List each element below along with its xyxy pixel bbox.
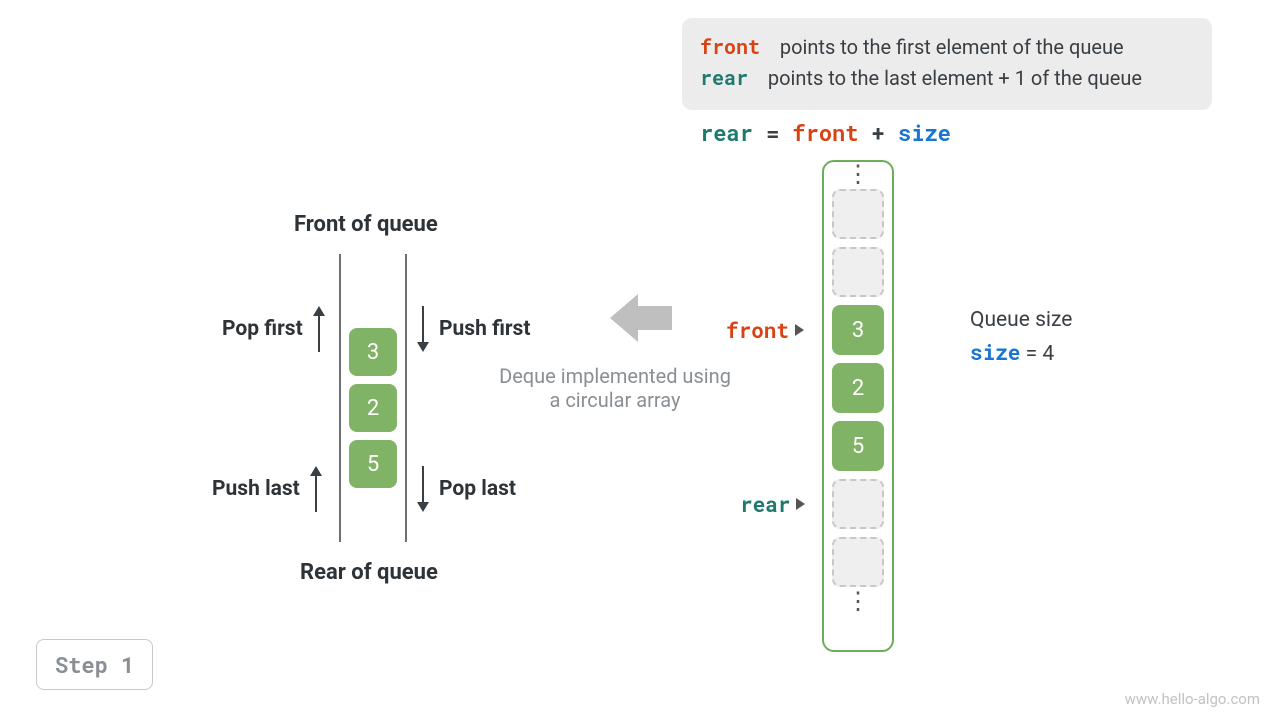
formula-front: front [792, 118, 858, 147]
op-push-last-text: Push last [212, 477, 300, 501]
arrow-down-icon [417, 466, 429, 512]
pointer-arrow-icon [796, 498, 805, 510]
array-slot-empty [832, 189, 884, 239]
circular-array: ⋮ 3 2 5 ⋮ [822, 160, 894, 652]
op-push-last: Push last [212, 466, 322, 512]
step-badge: Step 1 [36, 639, 153, 690]
diagram-subtitle: Deque implemented using a circular array [480, 364, 750, 412]
op-pop-first: Pop first [222, 306, 325, 352]
array-slot-empty [832, 247, 884, 297]
info-box: front points to the first element of the… [682, 18, 1212, 110]
array-slot: 5 [832, 421, 884, 471]
queue-size: Queue size size = 4 [970, 308, 1072, 366]
size-val: 4 [1042, 342, 1054, 366]
rear-of-queue-label: Rear of queue [300, 560, 438, 585]
deque-cell: 2 [349, 384, 397, 432]
vdots-icon: ⋮ [846, 168, 870, 181]
formula-rear: rear [700, 118, 753, 147]
op-push-first: Push first [417, 306, 530, 352]
front-pointer: front [726, 316, 804, 344]
array-slot: 3 [832, 305, 884, 355]
subtitle-line1: Deque implemented using [480, 364, 750, 388]
rear-pointer: rear [740, 490, 805, 518]
arrow-down-icon [417, 306, 429, 352]
op-push-first-text: Push first [439, 317, 530, 341]
array-slot-empty [832, 479, 884, 529]
formula-size: size [898, 118, 951, 147]
op-pop-last: Pop last [417, 466, 516, 512]
front-pointer-text: front [726, 316, 789, 344]
size-eq: = [1026, 342, 1043, 366]
subtitle-line2: a circular array [480, 388, 750, 412]
watermark: www.hello-algo.com [1125, 690, 1260, 708]
deque-cells: 3 2 5 [349, 328, 397, 488]
array-slot-empty [832, 537, 884, 587]
queue-size-title: Queue size [970, 308, 1072, 332]
front-desc: points to the first element of the queue [780, 35, 1124, 59]
size-var: size [970, 338, 1020, 366]
big-left-arrow-icon [610, 294, 672, 342]
front-of-queue-label: Front of queue [294, 212, 438, 237]
front-keyword: front [700, 34, 760, 60]
array-slot: 2 [832, 363, 884, 413]
deque-cell: 5 [349, 440, 397, 488]
op-pop-first-text: Pop first [222, 317, 303, 341]
pointer-arrow-icon [795, 324, 804, 336]
rear-pointer-text: rear [740, 490, 790, 518]
arrow-up-icon [313, 306, 325, 352]
deque-cell: 3 [349, 328, 397, 376]
rear-keyword: rear [700, 65, 748, 91]
formula-eq: = [766, 118, 792, 147]
formula: rear = front + size [700, 118, 951, 147]
rear-desc: points to the last element + 1 of the qu… [768, 66, 1142, 90]
op-pop-last-text: Pop last [439, 477, 516, 501]
formula-plus: + [872, 118, 898, 147]
vdots-icon: ⋮ [846, 595, 870, 608]
arrow-up-icon [310, 466, 322, 512]
